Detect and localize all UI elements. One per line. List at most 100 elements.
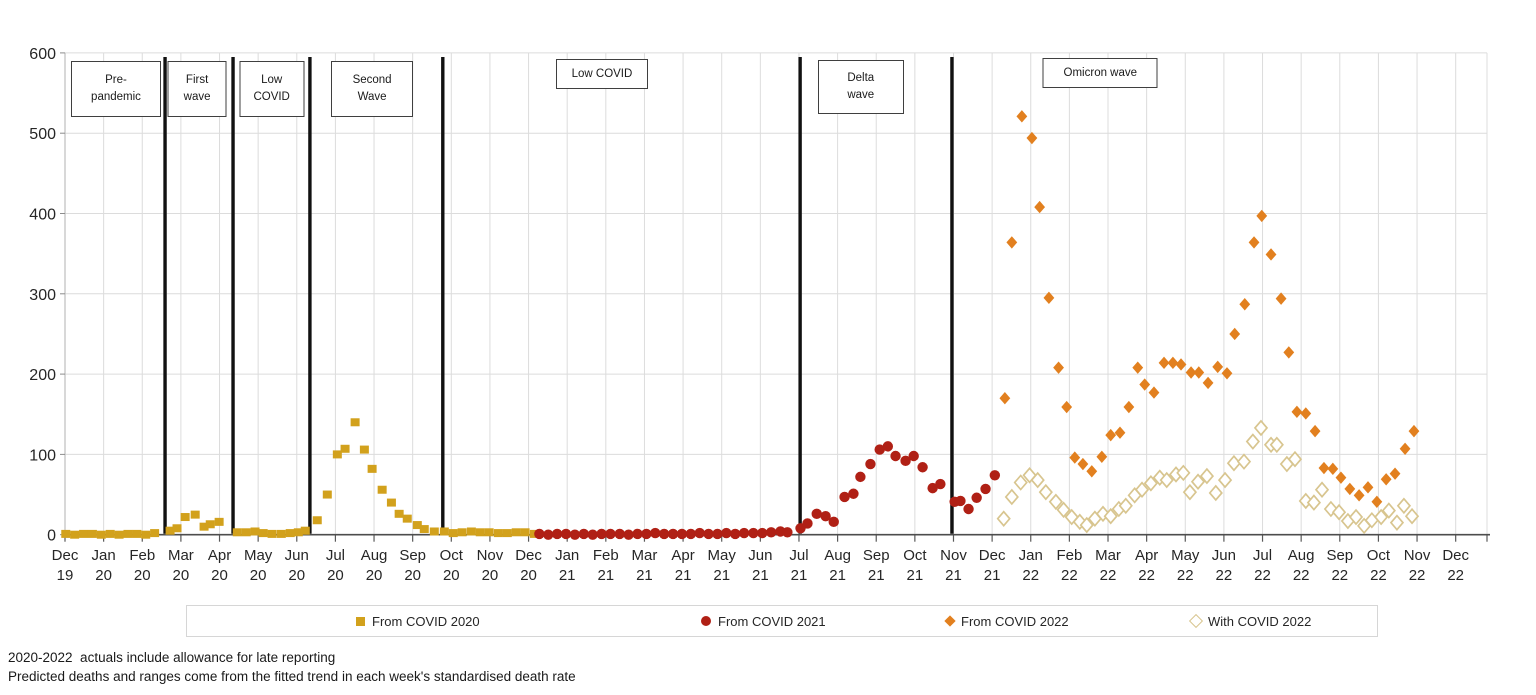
data-point-diamond <box>1212 360 1224 374</box>
x-tick-label-year: 20 <box>173 567 190 584</box>
data-point-diamond-open <box>1056 501 1071 519</box>
x-tick-label-month: May <box>244 547 273 564</box>
x-tick-label-month: Aug <box>824 547 851 564</box>
y-tick-label: 400 <box>29 207 56 224</box>
annotation-label: Wave <box>357 91 387 103</box>
y-tick-label: 600 <box>29 46 56 63</box>
data-point-circle <box>748 527 759 539</box>
data-point-square <box>96 530 106 539</box>
x-tick-label-month: Dec <box>515 547 542 564</box>
data-point-diamond-open <box>1095 505 1111 523</box>
legend-label: With COVID 2022 <box>1208 613 1312 629</box>
data-point-square <box>114 530 124 539</box>
x-tick-label-year: 21 <box>636 567 653 584</box>
data-point-square <box>123 529 133 538</box>
data-point-diamond-open <box>1245 433 1260 450</box>
data-point-diamond-open <box>1404 507 1420 525</box>
data-point-diamond <box>1148 386 1160 399</box>
data-point-diamond-open <box>1134 481 1150 499</box>
annotation-label: wave <box>847 89 875 101</box>
x-tick-label-month: Jun <box>748 547 772 564</box>
x-tick-label-month: Mar <box>168 547 194 564</box>
annotation-label: Delta <box>847 72 875 85</box>
x-tick-label-month: Mar <box>1095 547 1121 564</box>
y-tick-label: 200 <box>29 367 56 384</box>
x-tick-label-year: 20 <box>366 567 383 584</box>
data-point-diamond-open <box>1298 492 1313 510</box>
x-tick-label-year: 22 <box>1370 567 1387 584</box>
data-point-square <box>241 528 251 537</box>
data-point-diamond <box>1327 462 1339 476</box>
data-point-circle <box>963 503 974 515</box>
data-point-square <box>377 485 387 494</box>
data-point-circle <box>685 528 697 540</box>
legend-square-icon <box>356 616 365 626</box>
x-tick-label-year: 20 <box>95 567 112 584</box>
data-point-circle <box>971 492 982 503</box>
x-tick-label-year: 20 <box>443 567 460 584</box>
data-point-square <box>205 520 215 529</box>
annotation-label: COVID <box>253 91 290 103</box>
x-tick-label-year: 21 <box>675 567 692 584</box>
data-point-diamond <box>1026 131 1038 145</box>
data-point-circle <box>596 528 607 540</box>
data-point-circle <box>927 482 938 494</box>
data-point-diamond <box>1291 405 1303 419</box>
data-point-square <box>340 444 350 453</box>
x-tick-label-month: Oct <box>903 547 927 564</box>
data-point-diamond <box>1221 367 1233 380</box>
x-tick-label-month: Nov <box>477 547 504 564</box>
data-point-circle <box>551 528 563 540</box>
x-tick-label-month: Nov <box>940 547 967 564</box>
x-tick-label-month: Oct <box>1367 547 1391 564</box>
x-tick-label-month: Feb <box>129 547 155 564</box>
data-point-diamond <box>1077 457 1089 471</box>
annotation-box-delta-wave: Delta wave <box>817 60 904 114</box>
x-tick-label-year: 19 <box>57 567 74 584</box>
data-point-diamond-open <box>1013 474 1028 491</box>
data-point-diamond-open <box>996 510 1011 527</box>
data-point-circle <box>839 491 850 503</box>
data-point-square <box>165 526 175 535</box>
data-point-circle <box>578 528 590 540</box>
data-point-diamond-open <box>1103 507 1118 525</box>
data-point-circle <box>917 462 928 473</box>
data-point-square <box>484 528 494 537</box>
data-point-diamond <box>1132 361 1144 374</box>
data-point-circle <box>935 478 946 490</box>
data-point-circle <box>623 529 634 540</box>
data-point-diamond-open <box>1381 502 1396 519</box>
data-point-circle <box>730 528 741 540</box>
x-tick-label-month: Apr <box>671 547 694 564</box>
x-tick-label-year: 20 <box>327 567 344 584</box>
x-tick-label-month: Jul <box>326 547 345 564</box>
data-point-circle <box>782 527 793 538</box>
x-tick-label-year: 21 <box>559 567 576 584</box>
data-point-diamond-open <box>1287 450 1303 468</box>
x-tick-label-year: 21 <box>945 567 962 584</box>
data-point-diamond <box>1123 400 1135 414</box>
x-tick-label-year: 22 <box>1216 567 1233 584</box>
footnote-predicted-deaths: Predicted deaths and ranges come from th… <box>8 669 576 684</box>
legend-diamond-icon <box>944 615 956 627</box>
data-point-circle <box>811 508 822 520</box>
data-point-diamond-open <box>1374 508 1389 526</box>
data-point-square <box>475 528 485 537</box>
x-tick-label-year: 21 <box>713 567 730 584</box>
data-point-diamond-open <box>1269 436 1284 454</box>
y-tick-label: 0 <box>47 528 56 545</box>
data-point-circle <box>900 455 911 467</box>
data-point-square <box>448 529 458 538</box>
data-point-square <box>493 529 503 538</box>
legend-label: From COVID 2022 <box>961 613 1069 629</box>
data-point-circle <box>676 528 688 540</box>
data-point-circle <box>605 528 616 540</box>
data-point-circle <box>865 458 876 470</box>
data-point-circle <box>560 528 572 540</box>
y-tick-label: 100 <box>29 447 56 464</box>
x-tick-label-month: Sep <box>863 547 890 564</box>
data-point-circle <box>989 470 1001 481</box>
data-point-square <box>285 529 295 538</box>
annotation-label: Low <box>261 74 283 87</box>
data-point-square <box>132 529 142 538</box>
